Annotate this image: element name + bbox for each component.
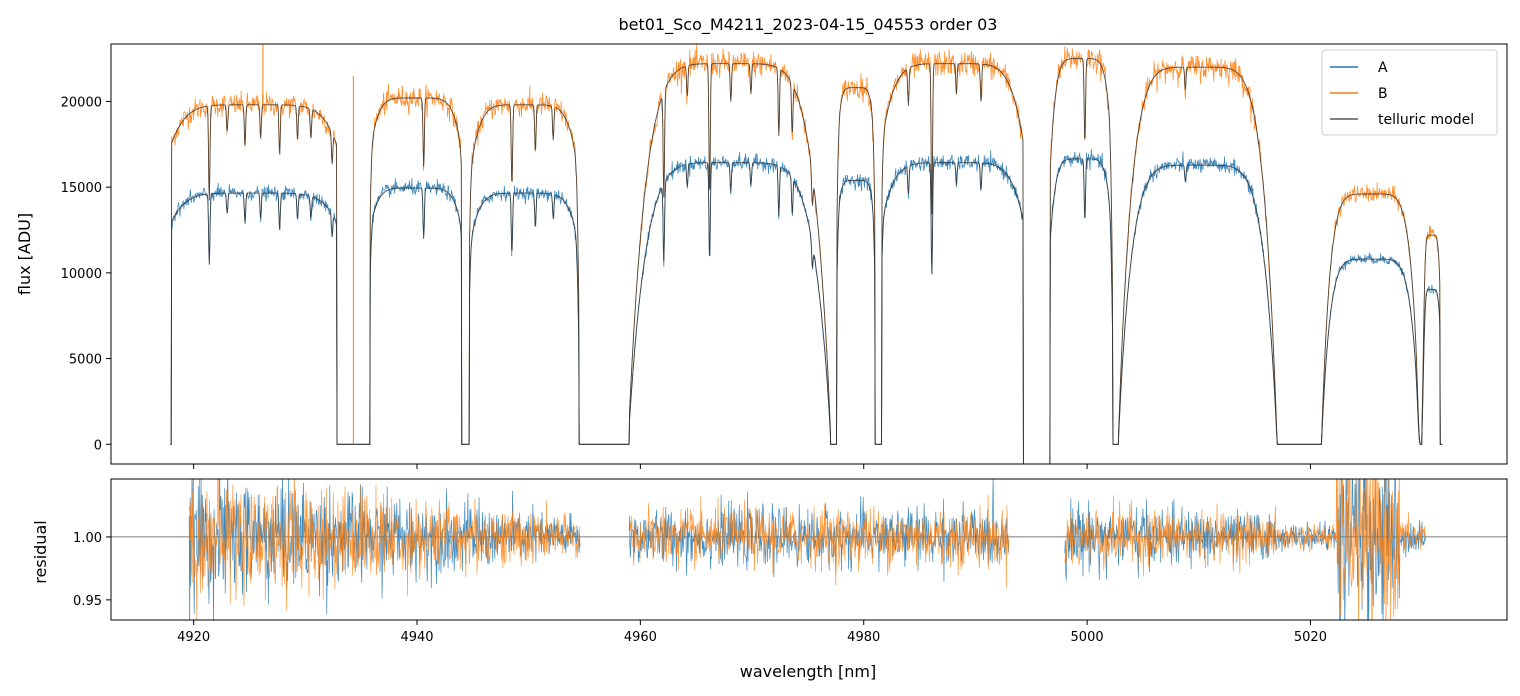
flux-x-ticks xyxy=(193,464,1311,469)
flux-y-ticks: 0 5000 10000 15000 20000 xyxy=(61,95,111,453)
residual-x-ticks: 4920 4940 4960 4980 5000 5020 xyxy=(177,620,1327,645)
series-line-b xyxy=(170,44,1443,464)
residual-y-tick-label: 1.00 xyxy=(73,531,102,546)
x-tick-label: 4960 xyxy=(624,630,657,645)
x-tick-label: 4920 xyxy=(177,630,210,645)
legend-label-b: B xyxy=(1378,86,1388,102)
residual-axes-frame xyxy=(110,478,1508,621)
residual-line-b xyxy=(188,479,1426,620)
flux-y-tick-label: 10000 xyxy=(61,267,102,282)
legend-label-a: A xyxy=(1378,60,1388,76)
telluric-model-line-b xyxy=(170,58,1443,464)
residual-y-axis-label: residual xyxy=(31,520,50,583)
legend-label-telluric-model: telluric model xyxy=(1378,112,1474,128)
residual-y-ticks: 0.95 1.00 xyxy=(73,531,111,609)
residual-panel: 0.95 1.00 4920 4940 4960 4980 5000 5020 residu… xyxy=(31,478,1508,681)
flux-axes-frame xyxy=(110,43,1508,465)
series-line-a xyxy=(170,149,1443,464)
telluric-model-line-a xyxy=(170,158,1443,464)
legend: A B telluric model xyxy=(1321,49,1498,136)
flux-y-tick-label: 20000 xyxy=(61,95,102,110)
x-tick-label: 4940 xyxy=(400,630,433,645)
x-tick-label: 4980 xyxy=(847,630,880,645)
x-tick-label: 5000 xyxy=(1071,630,1104,645)
x-tick-label: 5020 xyxy=(1294,630,1327,645)
x-axis-label: wavelength [nm] xyxy=(740,662,877,681)
flux-y-tick-label: 0 xyxy=(94,438,102,453)
flux-y-tick-label: 15000 xyxy=(61,181,102,196)
residual-y-tick-label: 0.95 xyxy=(73,594,102,609)
flux-y-axis-label: flux [ADU] xyxy=(15,213,34,295)
flux-plot-area xyxy=(170,44,1443,464)
residual-plot-area xyxy=(111,479,1507,620)
flux-panel: 0 5000 10000 15000 20000 flux [ADU] A B tell… xyxy=(15,43,1508,469)
flux-y-tick-label: 5000 xyxy=(69,353,102,368)
legend-box xyxy=(1321,49,1498,136)
chart-title: bet01_Sco_M4211_2023-04-15_04553 order 0… xyxy=(619,15,998,35)
